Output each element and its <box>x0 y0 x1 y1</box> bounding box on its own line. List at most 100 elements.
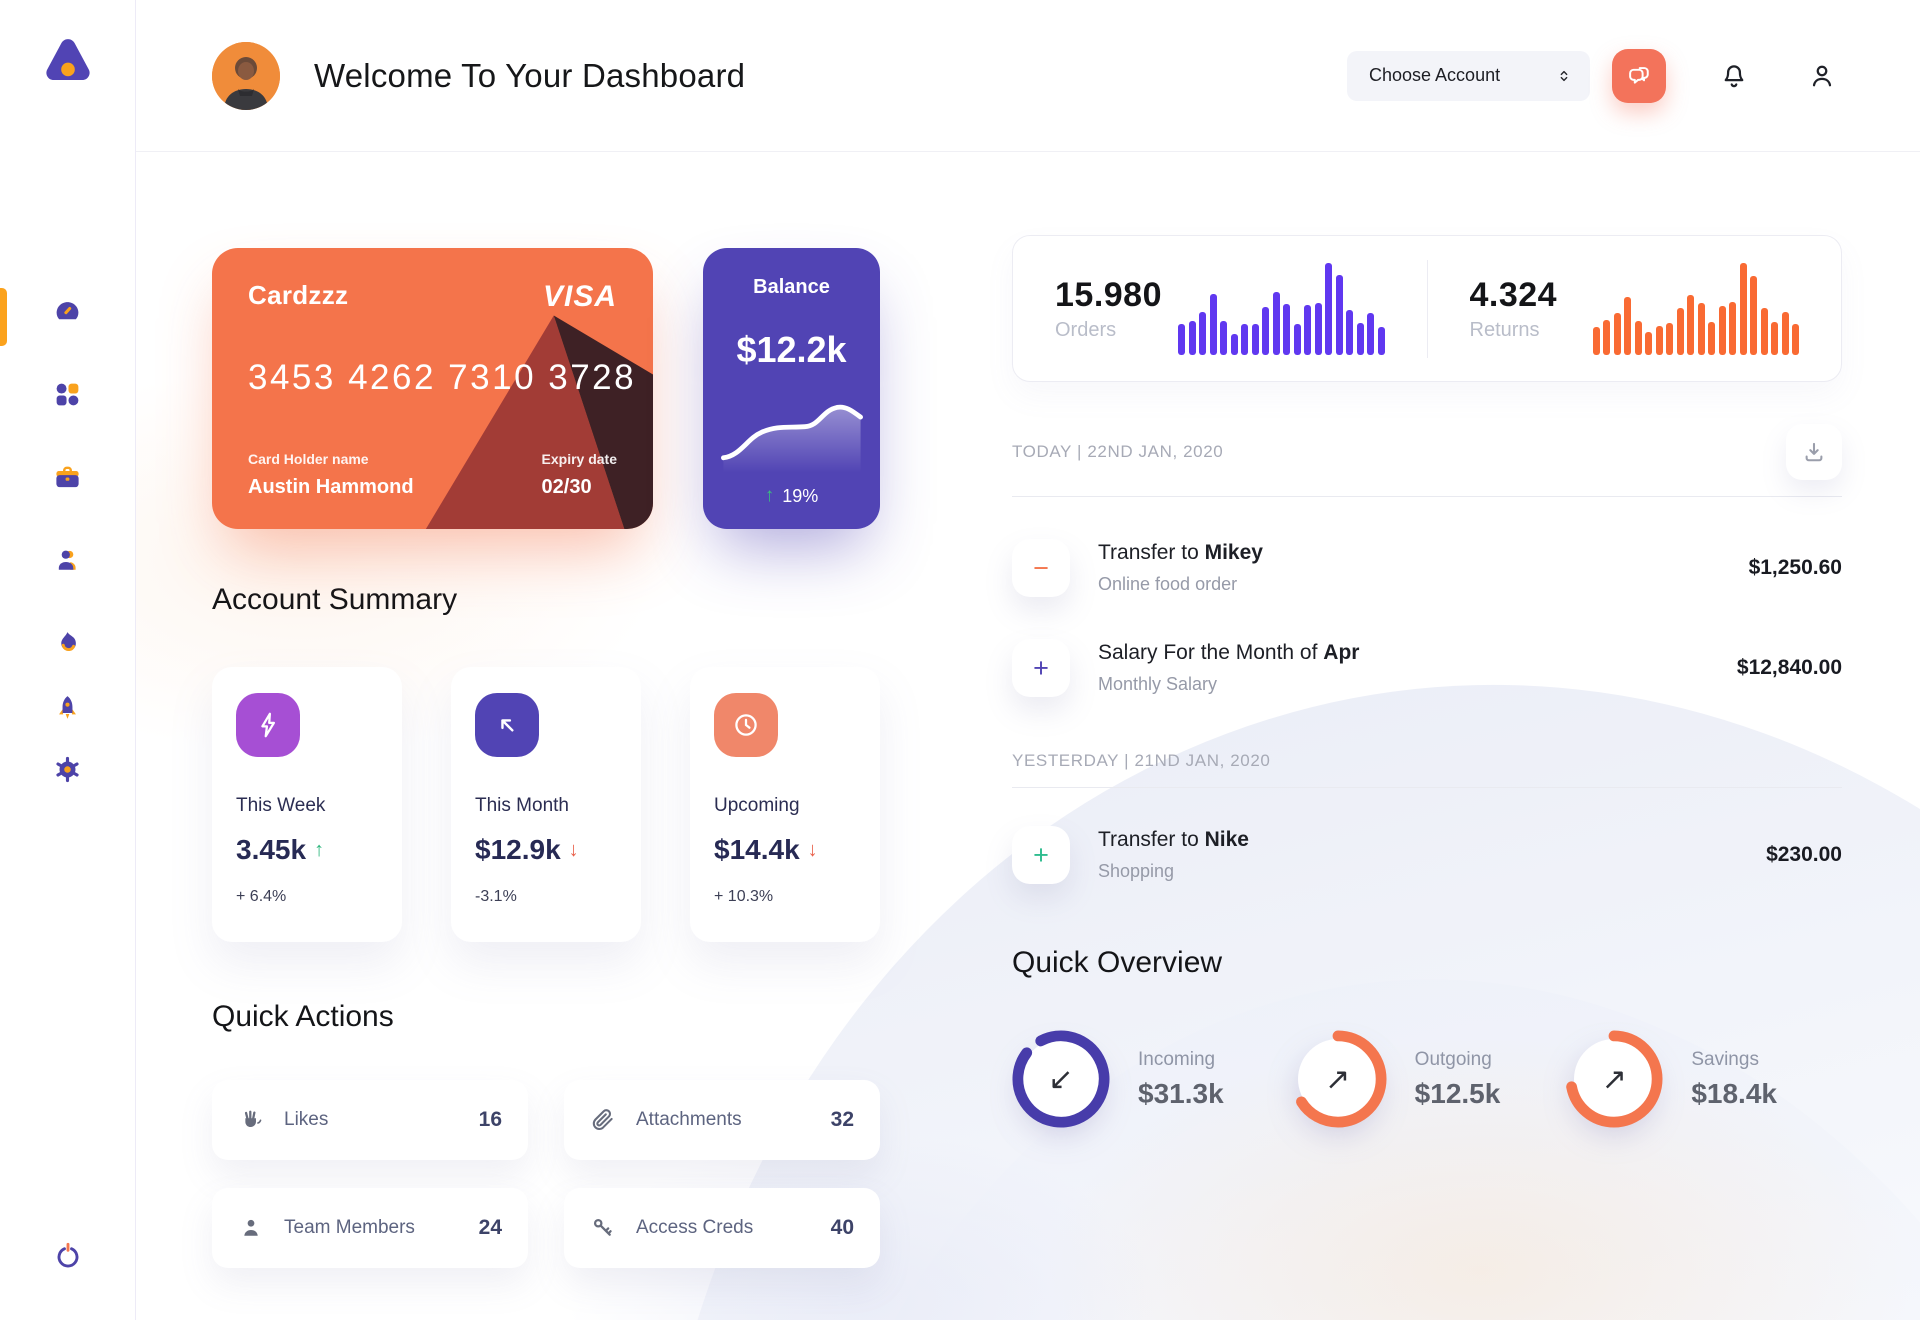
logout-button[interactable] <box>43 1230 93 1280</box>
card-name: Cardzzz <box>248 280 349 310</box>
orders-value: 15.980 <box>1055 275 1162 314</box>
overview-outgoing: ↗ Outgoing $12.5k <box>1289 1030 1566 1128</box>
clock-icon <box>714 693 778 757</box>
card-bottom-row: Card Holder name Austin Hammond Expiry d… <box>248 451 617 499</box>
sidebar-item-contacts[interactable] <box>43 535 93 585</box>
sidebar-item-dashboard[interactable] <box>43 286 93 336</box>
balance-change: ↑ 19% <box>765 485 819 507</box>
messages-button[interactable] <box>1612 48 1666 103</box>
lightning-icon <box>236 693 300 757</box>
plus-icon: + <box>1012 639 1070 697</box>
balance-line-chart <box>720 404 863 473</box>
quick-action-team-members[interactable]: Team Members 24 <box>212 1188 528 1268</box>
summary-value: $14.4k <box>714 834 800 865</box>
arrow-up-left-icon <box>475 693 539 757</box>
card-expiry-field: Expiry date 02/30 <box>542 451 617 499</box>
balance-change-value: 19% <box>782 485 819 506</box>
quick-action-count: 40 <box>830 1216 854 1239</box>
summary-value: 3.45k <box>236 834 307 865</box>
savings-ring-chart: ↗ <box>1565 1030 1663 1128</box>
transaction-row-mikey[interactable]: − Transfer to Mikey Online food order $1… <box>1012 539 1842 597</box>
card-holder-name: Austin Hammond <box>248 476 414 498</box>
sidebar-item-portfolio[interactable] <box>43 452 93 502</box>
transaction-subtitle: Online food order <box>1098 574 1238 594</box>
minus-icon: − <box>1012 539 1070 597</box>
quick-action-label: Team Members <box>284 1217 415 1238</box>
sidebar-item-launch[interactable] <box>43 683 93 733</box>
date-row-today: TODAY | 22ND JAN, 2020 <box>1012 424 1842 480</box>
date-label-today: TODAY | 22ND JAN, 2020 <box>1012 442 1224 461</box>
quick-action-likes[interactable]: Likes 16 <box>212 1080 528 1160</box>
divider <box>1012 787 1842 788</box>
overview-value: $12.5k <box>1414 1077 1501 1109</box>
credit-card: Cardzzz VISA 3453 4262 7310 3728 Card Ho… <box>212 248 653 529</box>
returns-stat: 4.324 Returns <box>1428 262 1842 355</box>
divider <box>1012 496 1842 497</box>
summary-change: -3.1% <box>475 888 517 905</box>
user-icon <box>58 550 76 570</box>
transaction-title: Transfer to Mikey <box>1098 541 1263 564</box>
plus-icon: + <box>1012 826 1070 884</box>
transaction-row-nike[interactable]: + Transfer to Nike Shopping $230.00 <box>1012 826 1842 884</box>
date-row-yesterday: YESTERDAY | 21ND JAN, 2020 <box>1012 751 1842 771</box>
header-actions: Choose Account <box>1347 48 1842 103</box>
quick-action-count: 16 <box>478 1108 502 1131</box>
rocket-icon <box>59 695 76 719</box>
briefcase-icon <box>56 466 79 487</box>
app-logo[interactable] <box>34 30 102 98</box>
download-button[interactable] <box>1786 424 1842 480</box>
transaction-title: Transfer to Nike <box>1098 828 1249 851</box>
account-summary-title: Account Summary <box>212 583 458 616</box>
avatar-image <box>212 41 280 110</box>
date-label-yesterday: YESTERDAY | 21ND JAN, 2020 <box>1012 751 1271 770</box>
orders-bar-chart <box>1178 262 1385 355</box>
avatar <box>212 41 280 110</box>
notifications-button[interactable] <box>1714 56 1754 96</box>
balance-card: Balance $12.2k <box>703 248 880 529</box>
card-top-row: Cardzzz VISA <box>248 280 617 314</box>
power-icon <box>57 1242 78 1268</box>
overview-label: Savings <box>1691 1048 1759 1070</box>
returns-label: Returns <box>1469 318 1540 341</box>
card-number: 3453 4262 7310 3728 <box>248 358 637 397</box>
returns-value: 4.324 <box>1469 275 1558 314</box>
orders-returns-card: 15.980 Orders 4.324 Returns <box>1012 235 1842 382</box>
overview-value: $18.4k <box>1691 1077 1777 1109</box>
profile-button[interactable] <box>1802 56 1842 96</box>
quick-overview-row: ↙ Incoming $31.3k ↗ <box>1012 1030 1842 1128</box>
trend-down-icon: ↓ <box>807 838 818 861</box>
overview-label: Incoming <box>1138 1048 1216 1070</box>
sidebar-item-activity[interactable] <box>43 618 93 668</box>
user-outline-icon <box>1812 65 1832 86</box>
arrow-down-left-icon: ↙ <box>1048 1061 1074 1097</box>
quick-actions-title: Quick Actions <box>212 1000 394 1033</box>
arrow-up-right-icon: ↗ <box>1325 1061 1351 1097</box>
quick-actions-grid: Likes 16 Attachments 32 Te <box>212 1080 880 1268</box>
summary-label: This Month <box>475 795 569 816</box>
quick-action-access-creds[interactable]: Access Creds 40 <box>564 1188 880 1268</box>
transaction-amount: $1,250.60 <box>1748 556 1842 579</box>
quick-action-count: 24 <box>478 1216 502 1239</box>
transaction-row-salary[interactable]: + Salary For the Month of Apr Monthly Sa… <box>1012 639 1842 697</box>
transaction-amount: $12,840.00 <box>1736 656 1842 679</box>
quick-action-count: 32 <box>830 1108 854 1131</box>
balance-label: Balance <box>753 276 830 298</box>
cards-row: Cardzzz VISA 3453 4262 7310 3728 Card Ho… <box>212 248 880 529</box>
sidebar-item-apps[interactable] <box>43 369 93 419</box>
up-arrow-icon: ↑ <box>764 485 775 506</box>
sidebar <box>0 0 136 1320</box>
summary-card-this-week: This Week 3.45k ↑ + 6.4% <box>212 667 402 942</box>
gear-icon <box>56 756 79 782</box>
sidebar-item-settings[interactable] <box>43 744 93 794</box>
summary-change: + 6.4% <box>236 888 287 905</box>
select-chevrons-icon <box>1560 70 1568 81</box>
content: Cardzzz VISA 3453 4262 7310 3728 Card Ho… <box>136 152 1920 1268</box>
summary-value: $12.9k <box>475 834 561 865</box>
quick-action-label: Access Creds <box>636 1217 754 1238</box>
quick-action-attachments[interactable]: Attachments 32 <box>564 1080 880 1160</box>
outgoing-ring-chart: ↗ <box>1289 1030 1387 1128</box>
quick-action-label: Attachments <box>636 1109 742 1130</box>
account-select[interactable]: Choose Account <box>1347 50 1590 101</box>
key-icon <box>593 1218 612 1236</box>
